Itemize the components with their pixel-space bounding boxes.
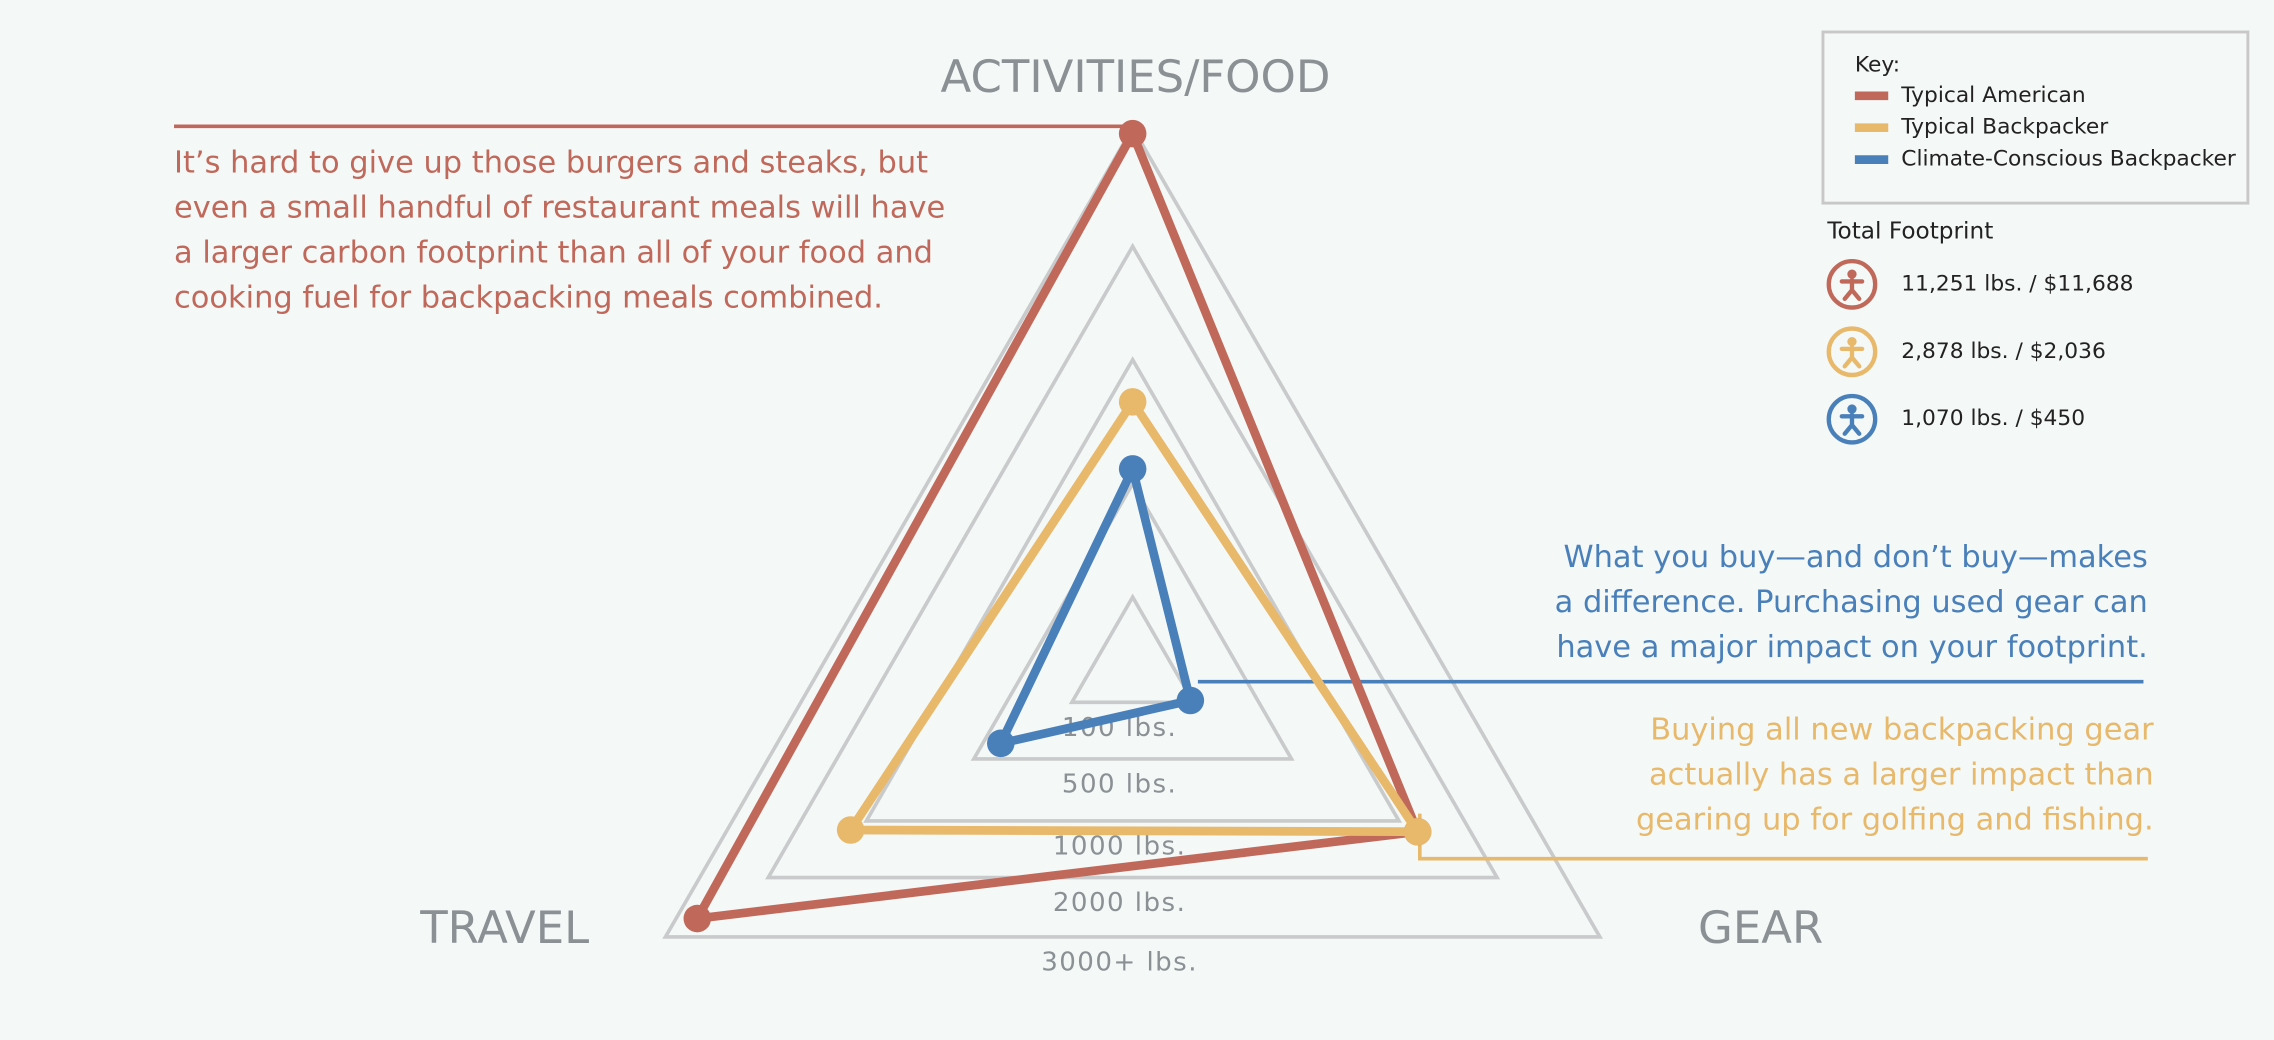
ring-label: 500 lbs. — [1062, 770, 1177, 800]
icon-head — [1847, 336, 1857, 347]
grid-ring — [970, 480, 1295, 761]
grid-ring — [662, 124, 1604, 939]
footprint-value: 1,070 lbs. / $450 — [1901, 406, 2085, 431]
icon-head — [1847, 404, 1857, 414]
footprint-icon — [1826, 258, 1878, 310]
annotation-text: Buying all new backpacking gear — [1650, 713, 2154, 748]
annotation-text: a difference. Purchasing used gear can — [1555, 585, 2148, 620]
annotation-text: even a small handful of restaurant meals… — [174, 190, 945, 225]
ring-label: 2000 lbs. — [1053, 888, 1186, 918]
footprint-title: Total Footprint — [1826, 218, 1993, 245]
data-point — [683, 904, 712, 933]
footprint-icon — [1826, 326, 1878, 378]
legend-label: Typical American — [1900, 83, 2085, 108]
icon-body — [1839, 277, 1865, 302]
footprint-value: 11,251 lbs. / $11,688 — [1901, 271, 2133, 296]
data-point — [1118, 388, 1147, 416]
legend-label: Climate-Conscious Backpacker — [1901, 147, 2236, 172]
icon-body — [1839, 345, 1865, 369]
annotation-text: What you buy—and don’t buy—makes — [1564, 540, 2148, 575]
series-outline — [996, 464, 1195, 748]
axis-label: ACTIVITIES/FOOD — [941, 50, 1331, 103]
footprint-value: 2,878 lbs. / $2,036 — [1901, 339, 2106, 364]
data-point — [1118, 119, 1147, 148]
data-point — [836, 816, 865, 844]
axis-label: GEAR — [1698, 901, 1823, 954]
series-outline — [692, 129, 1422, 923]
icon-head — [1847, 269, 1857, 279]
axis-label: TRAVEL — [419, 901, 589, 954]
legend-box — [1821, 30, 2250, 205]
icon-body — [1839, 412, 1865, 436]
ring-label: 3000+ lbs. — [1041, 948, 1198, 978]
grid-ring — [863, 356, 1403, 823]
annotation-text: It’s hard to give up those burgers and s… — [174, 145, 928, 180]
data-point — [1118, 455, 1147, 483]
data-point — [1176, 686, 1205, 715]
ring-label: 1000 lbs. — [1053, 832, 1186, 862]
grid-ring — [1068, 593, 1197, 705]
annotation-text: a larger carbon footprint than all of yo… — [174, 235, 933, 270]
data-point — [987, 729, 1015, 758]
legend-title: Key: — [1855, 52, 1900, 77]
annotation-text: have a major impact on your footprint. — [1556, 630, 2147, 665]
grid-ring — [765, 242, 1501, 880]
annotation-text: actually has a larger impact than — [1649, 757, 2154, 792]
annotation-text: gearing up for golfing and fishing. — [1636, 802, 2154, 837]
series-outline — [846, 397, 1422, 837]
data-point — [1403, 817, 1432, 846]
footprint-icon — [1826, 393, 1878, 445]
legend-label: Typical Backpacker — [1900, 115, 2108, 140]
annotation-text: cooking fuel for backpacking meals combi… — [174, 280, 883, 315]
